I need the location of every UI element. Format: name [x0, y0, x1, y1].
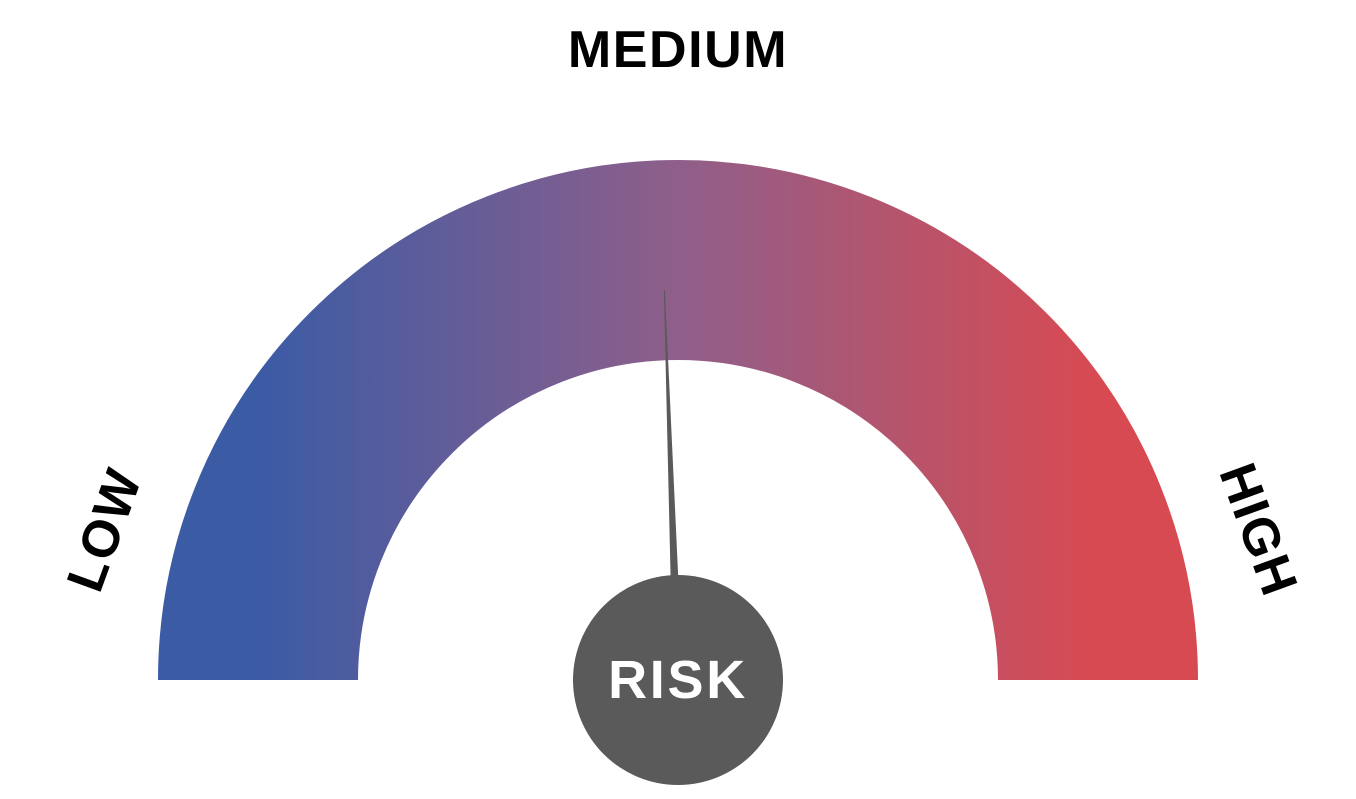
risk-gauge: RISK — [0, 0, 1356, 799]
gauge-label-medium: MEDIUM — [568, 20, 788, 80]
gauge-center-label: RISK — [608, 650, 748, 710]
risk-gauge-container: RISK LOW MEDIUM HIGH — [0, 0, 1356, 799]
